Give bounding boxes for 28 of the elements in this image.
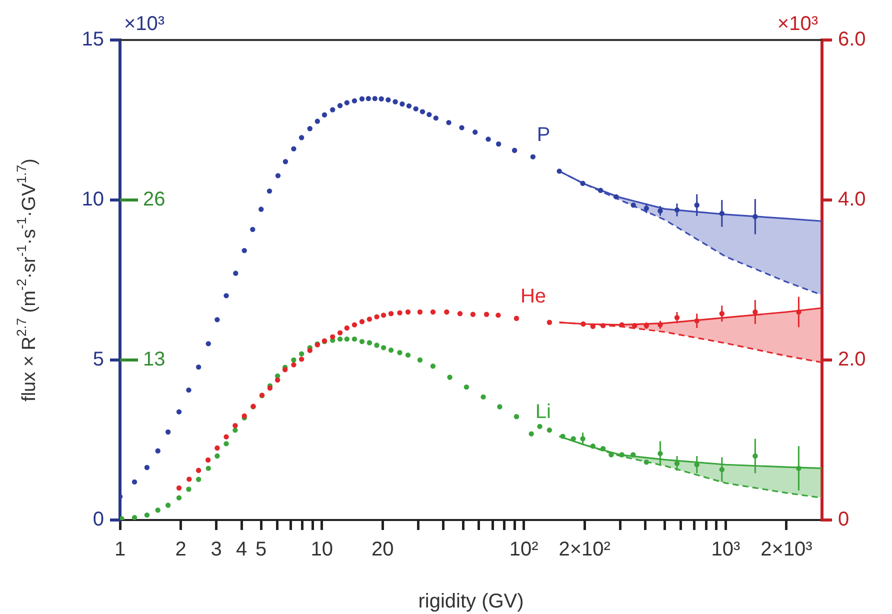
x-tick-label: 1 bbox=[114, 538, 126, 561]
y-tick-label: 10 bbox=[82, 188, 104, 211]
y2-tick-label: 2.0 bbox=[838, 348, 866, 371]
text: ×10³ bbox=[124, 13, 165, 35]
y3-tick-label: 26 bbox=[143, 188, 166, 211]
x-tick-label: 10³ bbox=[711, 538, 740, 561]
y3-tick-label: 13 bbox=[143, 348, 166, 371]
y-tick-label: 0 bbox=[92, 508, 104, 531]
series-label: Li bbox=[535, 400, 551, 423]
x-tick-label: 3 bbox=[210, 538, 222, 561]
series-label: He bbox=[520, 285, 546, 308]
x-axis-title: rigidity (GV) bbox=[418, 590, 524, 613]
x-tick-label: 2×10² bbox=[558, 538, 611, 561]
y-tick-label: 5 bbox=[92, 348, 104, 371]
x-tick-label: 2 bbox=[175, 538, 186, 561]
x-tick-label: 5 bbox=[256, 538, 267, 561]
series-label: P bbox=[536, 124, 550, 146]
y2-tick-label: 0 bbox=[838, 508, 850, 531]
y2-tick-label: 6.0 bbox=[838, 28, 866, 51]
y2-tick-label: 4.0 bbox=[838, 188, 866, 211]
y-tick-label: 15 bbox=[82, 28, 104, 51]
x-tick-label: 10 bbox=[310, 538, 334, 561]
x-tick-label: 4 bbox=[236, 538, 248, 561]
x-tick-label: 2×10³ bbox=[760, 538, 813, 561]
x-tick-label: 10² bbox=[509, 538, 539, 561]
text: flux × R2.7 (m-2·sr-1·s-1·GV1.7) bbox=[14, 158, 40, 402]
text: ×10³ bbox=[777, 13, 818, 35]
x-tick-label: 20 bbox=[372, 538, 394, 561]
